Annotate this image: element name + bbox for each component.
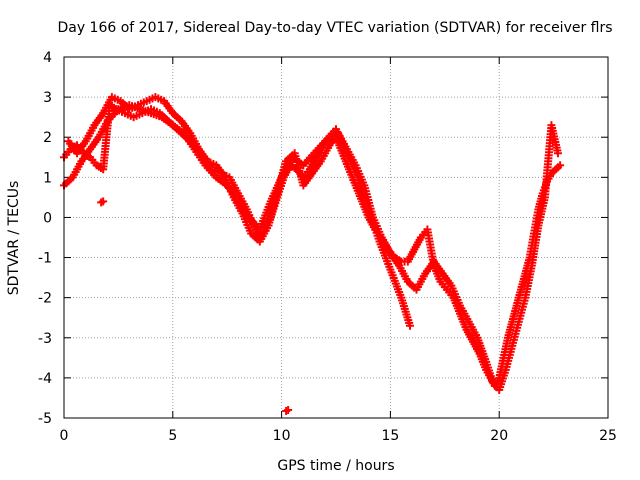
y-tick-label: 3 (43, 90, 52, 106)
y-tick-label: 2 (43, 130, 52, 146)
x-tick-labels: 0 5 10 15 20 25 (60, 428, 617, 444)
y-tick-label: -4 (38, 371, 52, 387)
y-tick-label: 4 (43, 50, 52, 66)
x-axis-label: GPS time / hours (277, 458, 394, 474)
x-tick-label: 0 (60, 428, 69, 444)
y-tick-label: 0 (43, 210, 52, 226)
x-tick-label: 20 (490, 428, 508, 444)
x-tick-label: 25 (599, 428, 617, 444)
data-point-outlier (97, 198, 106, 207)
x-tick-label: 5 (168, 428, 177, 444)
y-tick-label: 1 (43, 170, 52, 186)
data-points (60, 93, 565, 415)
x-tick-label: 10 (273, 428, 291, 444)
x-tick-label: 15 (381, 428, 399, 444)
data-point (556, 161, 565, 170)
data-point (553, 149, 562, 158)
y-tick-label: -5 (38, 411, 52, 427)
y-tick-label: -2 (38, 291, 52, 307)
y-axis-label: SDTVAR / TECUs (6, 181, 22, 296)
data-point-outlier (282, 406, 291, 415)
y-tick-labels: -5 -4 -3 -2 -1 0 1 2 3 4 (38, 50, 52, 427)
data-point (405, 321, 414, 330)
chart-title: Day 166 of 2017, Sidereal Day-to-day VTE… (57, 20, 612, 36)
plot-frame (63, 56, 609, 419)
y-tick-label: -3 (38, 331, 52, 347)
y-tick-label: -1 (38, 251, 52, 267)
